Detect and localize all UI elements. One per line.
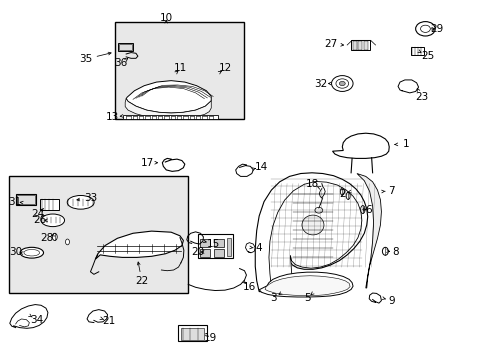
Text: 18: 18 <box>305 179 318 189</box>
Ellipse shape <box>382 247 387 255</box>
Bar <box>214 249 224 257</box>
Bar <box>115 22 244 119</box>
Bar <box>198 234 233 258</box>
Text: 1: 1 <box>402 139 408 149</box>
Text: 14: 14 <box>254 162 267 172</box>
Text: 23: 23 <box>414 92 427 102</box>
Bar <box>226 238 230 256</box>
Polygon shape <box>125 99 211 119</box>
Text: 4: 4 <box>255 243 262 253</box>
Text: 26: 26 <box>33 215 47 225</box>
Text: 10: 10 <box>160 13 172 23</box>
Text: 2: 2 <box>338 189 345 199</box>
Text: 6: 6 <box>365 204 371 215</box>
Text: 11: 11 <box>174 63 187 73</box>
Text: 5: 5 <box>303 293 310 303</box>
Text: 36: 36 <box>114 58 128 68</box>
Text: 30: 30 <box>9 247 22 257</box>
Ellipse shape <box>41 214 64 227</box>
Text: 24: 24 <box>31 209 45 219</box>
Text: 25: 25 <box>420 51 433 61</box>
Text: 22: 22 <box>135 276 148 286</box>
Bar <box>181 328 204 340</box>
Bar <box>363 41 367 50</box>
Polygon shape <box>332 133 388 158</box>
Polygon shape <box>356 174 381 288</box>
Bar <box>16 194 36 205</box>
Ellipse shape <box>360 206 364 213</box>
Text: 34: 34 <box>30 315 43 325</box>
Bar <box>214 239 224 247</box>
Text: 27: 27 <box>323 39 337 49</box>
Text: 33: 33 <box>84 193 98 203</box>
Text: 16: 16 <box>242 282 256 292</box>
Text: 3: 3 <box>270 293 277 303</box>
Text: 12: 12 <box>219 63 232 73</box>
Text: 19: 19 <box>203 333 217 343</box>
Text: 29: 29 <box>429 24 443 34</box>
Ellipse shape <box>24 249 40 256</box>
Text: 13: 13 <box>105 112 119 122</box>
Bar <box>9 176 188 293</box>
Polygon shape <box>268 181 361 288</box>
Text: 20: 20 <box>191 247 203 257</box>
Text: 35: 35 <box>79 54 93 64</box>
Bar <box>410 47 424 55</box>
Ellipse shape <box>340 188 344 195</box>
Bar <box>40 199 59 210</box>
Bar <box>118 43 133 51</box>
Text: 15: 15 <box>206 239 220 249</box>
Text: 7: 7 <box>387 186 394 196</box>
Bar <box>178 325 206 341</box>
Bar <box>200 249 210 257</box>
Ellipse shape <box>67 195 94 209</box>
Bar <box>119 44 132 50</box>
Ellipse shape <box>20 247 43 258</box>
Ellipse shape <box>302 215 323 235</box>
Polygon shape <box>123 115 217 119</box>
Bar <box>352 41 356 50</box>
Text: 9: 9 <box>387 296 394 306</box>
Polygon shape <box>264 276 349 296</box>
Text: 8: 8 <box>391 247 398 257</box>
Bar <box>17 195 35 204</box>
Polygon shape <box>259 272 352 297</box>
Circle shape <box>335 79 348 88</box>
Circle shape <box>415 22 434 36</box>
Ellipse shape <box>346 192 349 199</box>
Bar <box>200 239 210 247</box>
Circle shape <box>331 76 352 91</box>
Polygon shape <box>95 231 183 259</box>
Circle shape <box>420 25 429 32</box>
Ellipse shape <box>65 239 69 245</box>
Text: 31: 31 <box>8 197 21 207</box>
Circle shape <box>339 81 345 86</box>
Circle shape <box>314 207 322 213</box>
Text: 17: 17 <box>141 158 154 168</box>
Polygon shape <box>255 173 367 292</box>
Bar <box>358 41 362 50</box>
Text: 28: 28 <box>40 233 54 243</box>
Text: 32: 32 <box>313 78 327 89</box>
Polygon shape <box>126 81 211 113</box>
Bar <box>350 40 369 50</box>
Ellipse shape <box>52 233 57 240</box>
Text: 21: 21 <box>102 316 115 326</box>
